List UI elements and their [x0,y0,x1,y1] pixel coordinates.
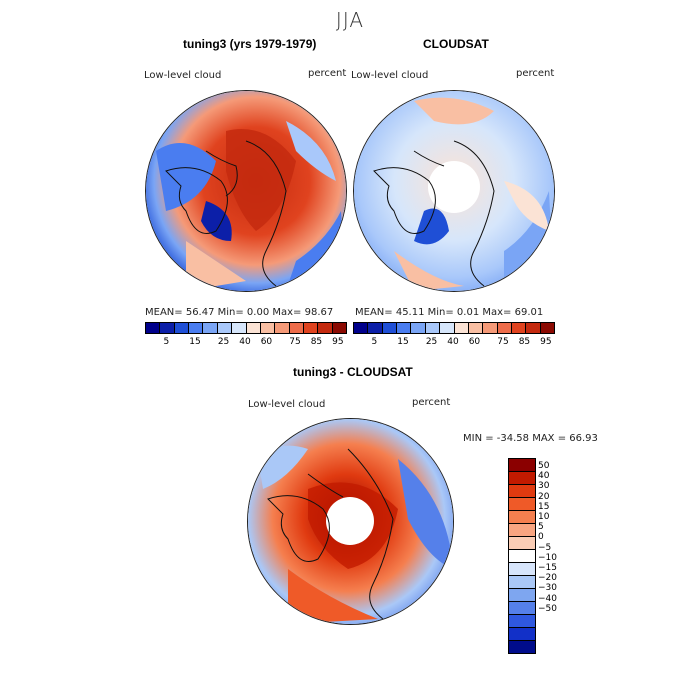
colorbar-swatch [509,498,535,511]
diff-variable-label: Low-level cloud [248,399,326,410]
obs-stats: MEAN= 45.11 Min= 0.01 Max= 69.01 [355,307,544,318]
obs-polar-map [353,90,555,292]
colorbar-swatch [397,323,412,333]
colorbar-tick-label: 50 [538,461,550,471]
obs-units-label: percent [516,68,555,79]
colorbar-tick-label: −30 [538,583,557,594]
colorbar-swatch [509,524,535,537]
colorbar-swatch [411,323,426,333]
model-variable-label: Low-level cloud [144,70,222,81]
colorbar-swatch [509,589,535,602]
colorbar-swatch [509,472,535,485]
colorbar-tick-label: 0 [538,532,544,543]
colorbar-swatch [275,323,290,333]
colorbar-tick-label: −50 [538,603,557,614]
colorbar-tick-label: 40 [538,471,550,482]
obs-panel-title: CLOUDSAT [423,37,489,51]
colorbar-swatch [509,537,535,550]
colorbar-tick-label: 30 [538,481,550,492]
colorbar-swatch [511,323,527,333]
colorbar-tick-label: 75 [497,337,509,347]
colorbar-swatch [509,615,535,628]
colorbar-tick-label: 15 [397,337,409,347]
colorbar-swatch [509,576,535,589]
colorbar-swatch [454,323,469,333]
colorbar-swatch [332,323,347,333]
colorbar-tick-label: 85 [518,337,531,347]
diff-units-label: percent [412,397,451,408]
colorbar-tick-label: 25 [217,337,230,347]
colorbar-swatch [303,323,319,333]
model-stats: MEAN= 56.47 Min= 0.00 Max= 98.67 [145,307,334,318]
colorbar-tick-label: −40 [538,593,557,604]
colorbar-tick-label: 85 [310,337,323,347]
colorbar-swatch [425,323,441,333]
colorbar-tick-label: −10 [538,552,557,563]
colorbar-swatch [468,323,484,333]
colorbar-swatch [318,323,333,333]
colorbar-swatch [509,628,535,641]
colorbar-swatch [146,323,161,333]
colorbar-swatch [382,323,398,333]
colorbar-tick-label: 40 [447,337,459,347]
colorbar-swatch [217,323,233,333]
colorbar-tick-label: 5 [538,522,544,533]
colorbar-swatch [509,602,535,615]
obs-variable-label: Low-level cloud [351,70,429,81]
colorbar-swatch [509,485,535,498]
figure-title: JJA [335,8,365,32]
colorbar-swatch [368,323,383,333]
colorbar-tick-label: −5 [538,542,552,553]
colorbar-tick-label: −20 [538,573,557,584]
colorbar-swatch [509,459,535,472]
colorbar-swatch [203,323,218,333]
colorbar-tick-label: 15 [189,337,201,347]
colorbar-tick-label: 60 [260,337,273,347]
colorbar-tick-label: 40 [239,337,251,347]
model-colorbar [145,322,347,334]
diff-stats: MIN = -34.58 MAX = 66.93 [463,433,598,444]
colorbar-swatch [509,563,535,576]
colorbar-swatch [509,641,535,653]
colorbar-tick-label: 15 [538,501,550,512]
colorbar-swatch [289,323,304,333]
colorbar-swatch [246,323,261,333]
colorbar-tick-label: 60 [468,337,481,347]
colorbar-swatch [497,323,512,333]
colorbar-swatch [160,323,175,333]
colorbar-tick-label: 20 [538,491,550,502]
colorbar-swatch [526,323,541,333]
colorbar-swatch [232,323,247,333]
colorbar-swatch [440,323,455,333]
colorbar-swatch [174,323,190,333]
colorbar-swatch [509,511,535,524]
colorbar-swatch [540,323,555,333]
colorbar-tick-label: 95 [540,337,552,347]
colorbar-swatch [354,323,369,333]
colorbar-swatch [189,323,204,333]
colorbar-tick-label: 10 [538,512,550,522]
colorbar-swatch [483,323,498,333]
colorbar-tick-label: 5 [163,337,170,347]
model-polar-map [145,90,347,292]
diff-panel-title: tuning3 - CLOUDSAT [293,365,413,379]
colorbar-swatch [260,323,276,333]
colorbar-tick-label: 75 [289,337,301,347]
model-units-label: percent [308,68,347,79]
diff-colorbar [508,458,536,654]
colorbar-swatch [509,550,535,563]
colorbar-tick-label: 5 [371,337,378,347]
obs-colorbar [353,322,555,334]
model-panel-title: tuning3 (yrs 1979-1979) [183,37,317,51]
colorbar-tick-label: −15 [538,563,557,573]
colorbar-tick-label: 25 [425,337,438,347]
diff-polar-map [247,418,454,625]
colorbar-tick-label: 95 [332,337,344,347]
